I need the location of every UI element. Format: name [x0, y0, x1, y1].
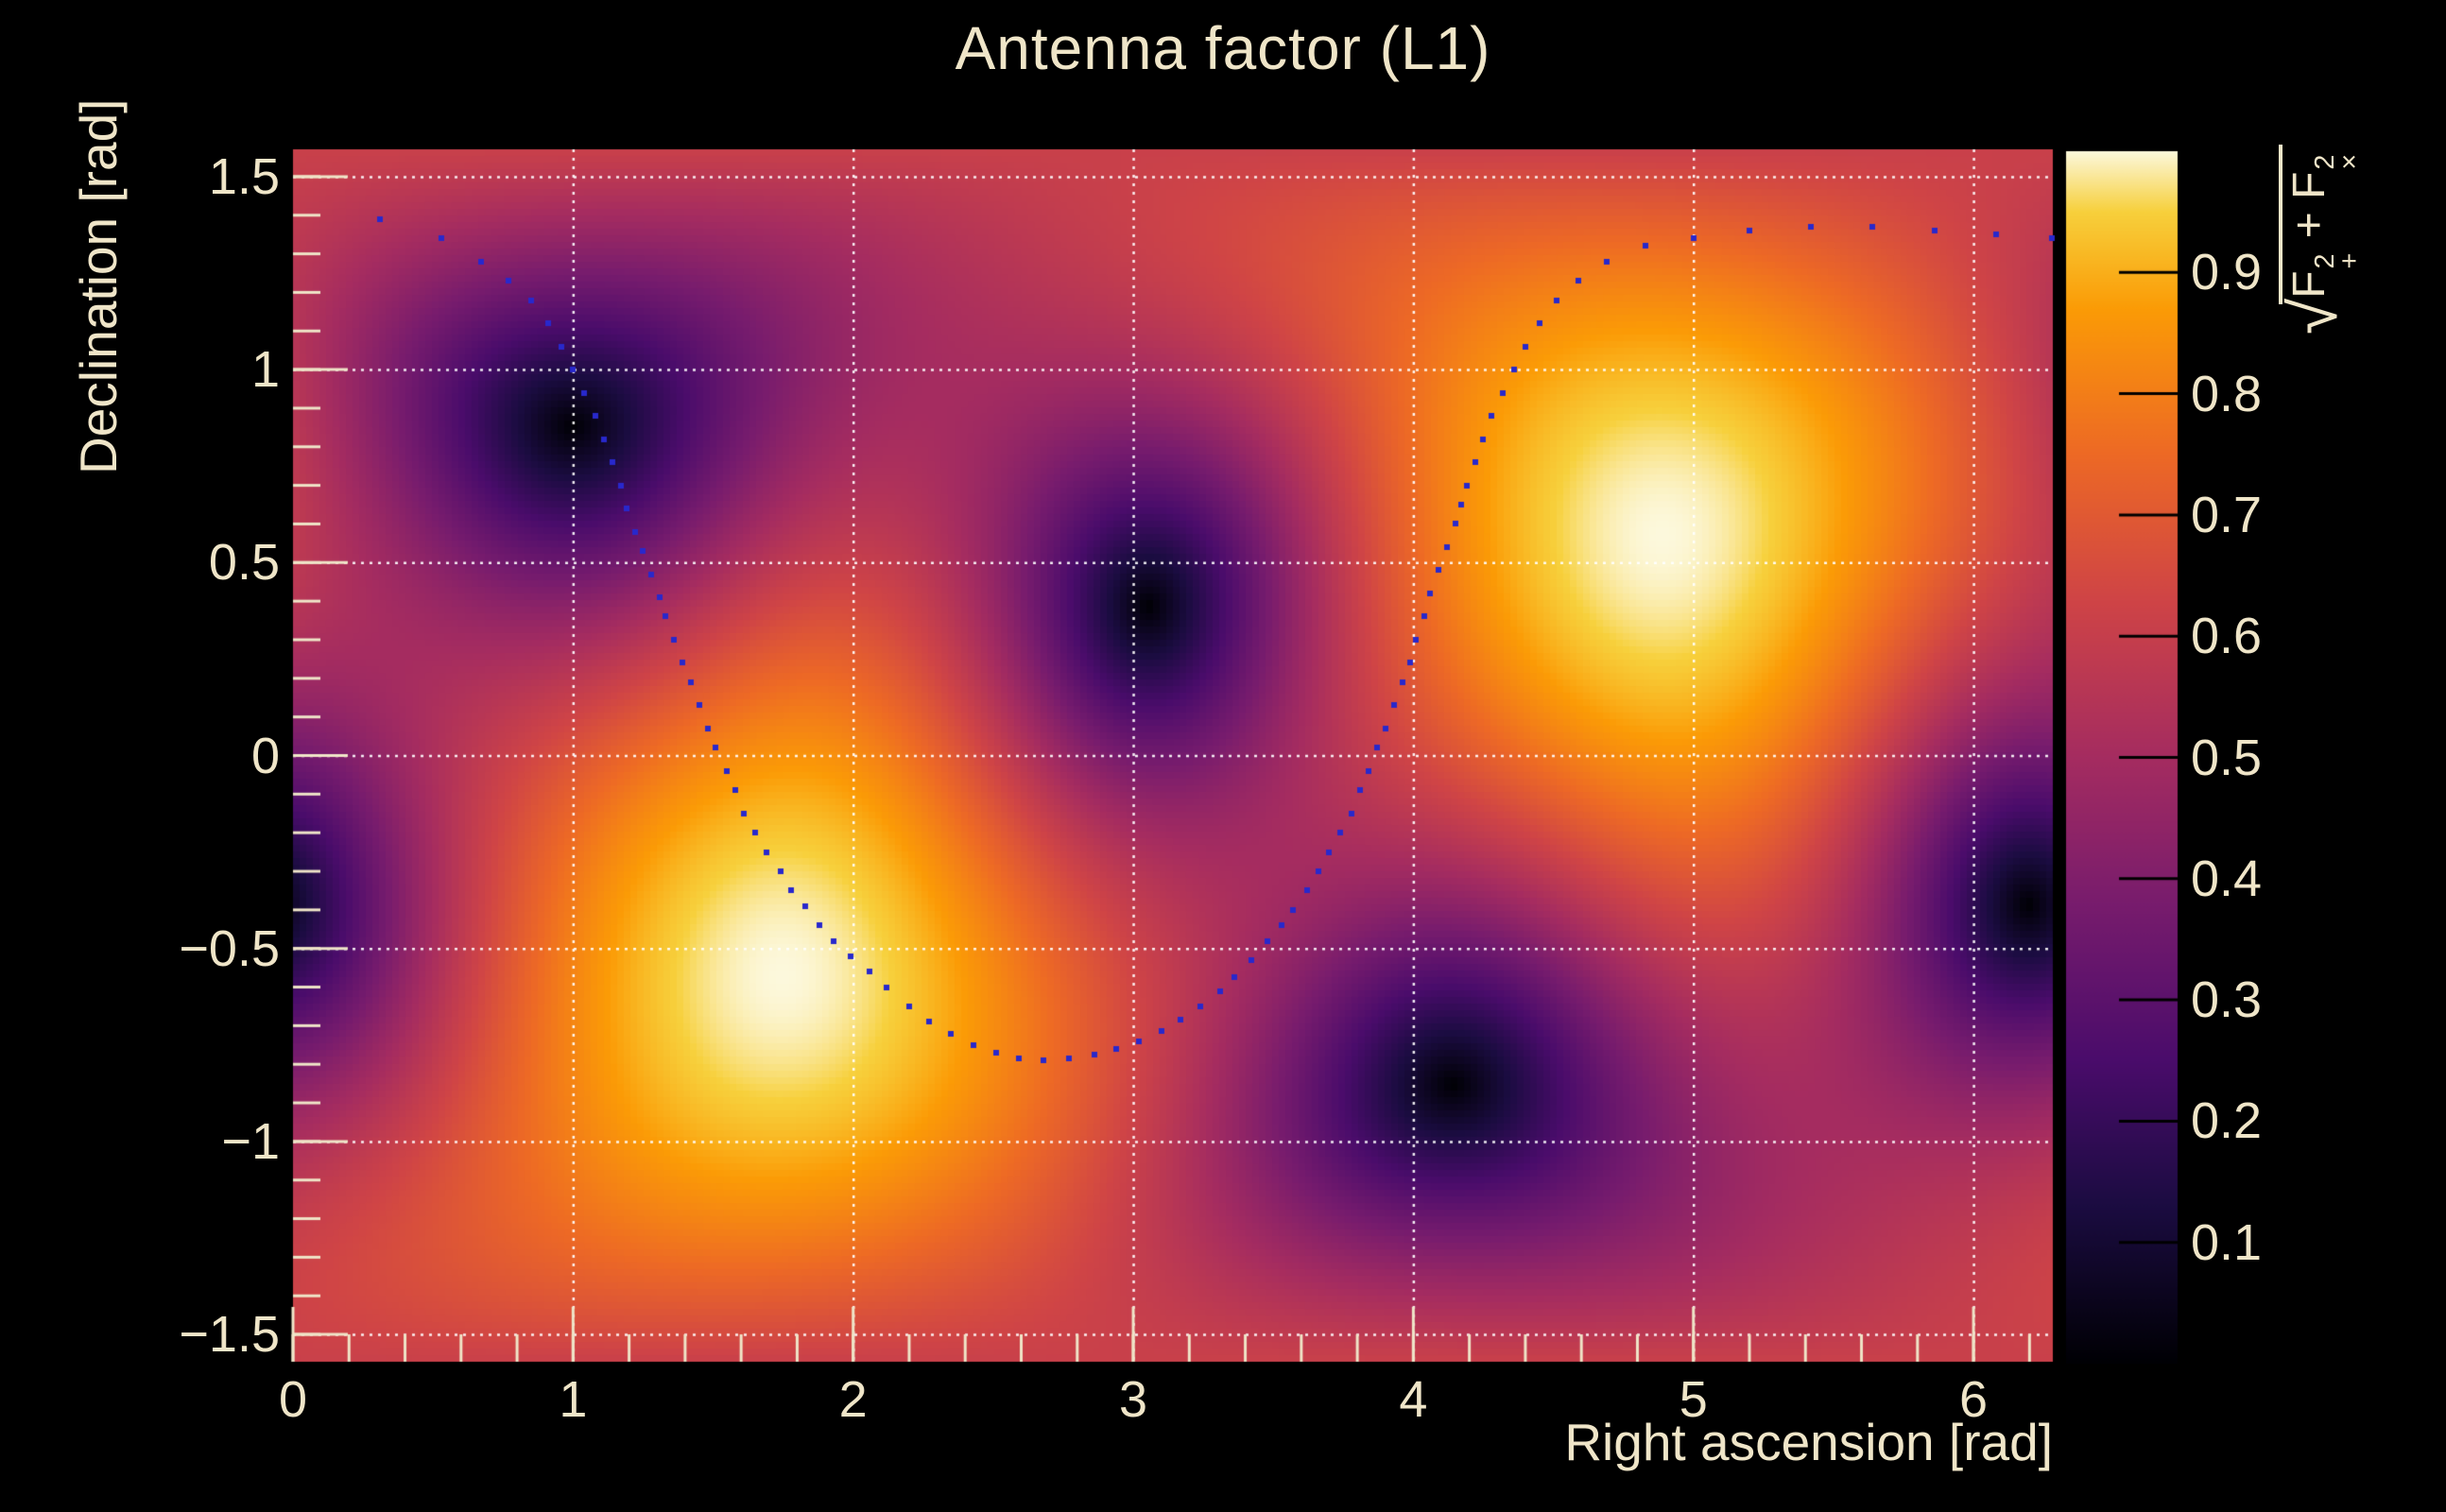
colorbar-tick-label: 0.5	[2191, 729, 2263, 786]
chart-title: Antenna factor (L1)	[955, 14, 1491, 82]
y-tick-label: −0.5	[179, 919, 280, 977]
y-tick-label: 1.5	[208, 147, 280, 205]
colorbar-title: √F 2 + + F 2 ×	[2276, 144, 2366, 335]
y-tick-label: 0	[250, 727, 280, 784]
x-tick-label: 1	[559, 1371, 588, 1428]
y-tick-label: −1	[221, 1112, 280, 1170]
x-tick-label: 5	[1679, 1371, 1708, 1428]
colorbar-tick-label: 0.4	[2191, 850, 2263, 907]
x-axis-title: Right ascension [rad]	[1564, 1413, 2053, 1471]
colorbar-tick-label: 0.2	[2191, 1092, 2263, 1150]
x-tick-label: 3	[1119, 1371, 1148, 1428]
colorbar-tick-label: 0.6	[2191, 608, 2263, 665]
x-tick-label: 4	[1399, 1371, 1428, 1428]
f-cross-symbol: F	[2284, 171, 2335, 199]
f-plus-subscript: +	[2334, 252, 2366, 269]
x-tick-label: 2	[838, 1371, 868, 1428]
colorbar-tick-label: 0.8	[2191, 365, 2263, 422]
colorbar-tick-label: 0.9	[2191, 244, 2263, 301]
colorbar-tick-label: 0.1	[2191, 1213, 2263, 1271]
x-tick-label: 0	[278, 1371, 308, 1428]
y-tick-label: 1	[250, 341, 280, 399]
f-cross-subscript: ×	[2334, 153, 2366, 170]
f-plus-symbol: F	[2284, 270, 2335, 299]
y-tick-label: 0.5	[208, 534, 280, 592]
colorbar-tick-label: 0.7	[2191, 486, 2263, 543]
plus-operator: +	[2284, 198, 2335, 251]
y-axis-title: Declination [rad]	[69, 98, 128, 474]
colorbar-tick-label: 0.3	[2191, 971, 2263, 1029]
y-tick-label: −1.5	[179, 1306, 280, 1364]
x-tick-label: 6	[1959, 1371, 1989, 1428]
